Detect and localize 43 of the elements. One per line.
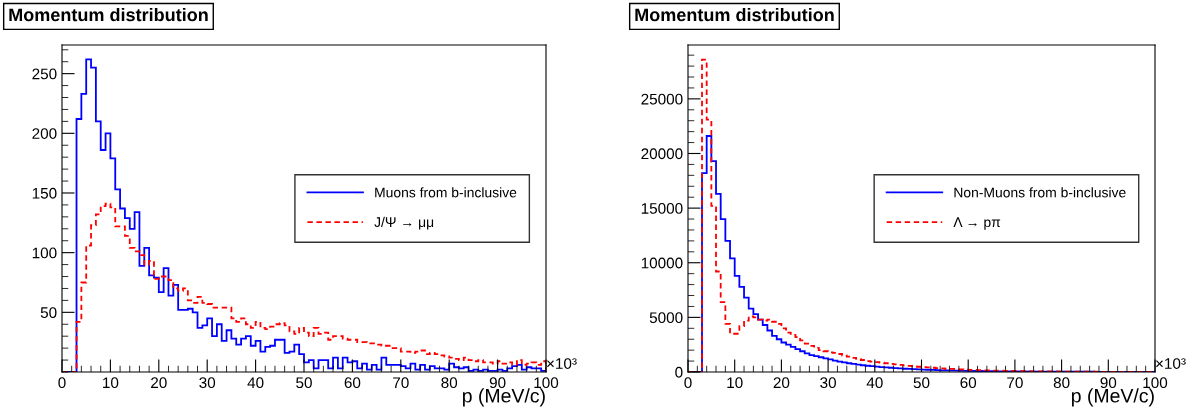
x-tick-label: 90	[489, 377, 506, 389]
x-tick-label: 50	[913, 377, 930, 389]
x-tick-label: 100	[534, 377, 559, 389]
y-tick-label: 100	[32, 247, 57, 259]
x-tick-label: 50	[296, 377, 312, 389]
x-tick-label: 30	[820, 377, 836, 389]
chart-title: Momentum distribution	[635, 8, 834, 22]
x-tick-label: 40	[247, 377, 264, 389]
y-tick-label: 5000	[649, 312, 683, 324]
legend-label: Λ → pπ	[953, 217, 1001, 230]
x-tick-label: 40	[866, 377, 883, 389]
y-tick-label: 150	[32, 187, 57, 199]
x-tick-label: 60	[960, 377, 977, 389]
y-tick-label: 25000	[641, 93, 683, 105]
x-tick-label: 70	[1007, 377, 1023, 389]
y-tick-label: 250	[32, 68, 57, 80]
x-tick-label: 20	[151, 377, 167, 389]
y-tick-label: 0	[675, 366, 683, 378]
legend-label: Muons from b-inclusive	[375, 187, 517, 198]
x-tick-label: 100	[1143, 377, 1168, 389]
x-tick-label: 90	[1100, 377, 1117, 389]
y-tick-label: 15000	[641, 202, 683, 214]
text: ×10³	[1156, 358, 1186, 369]
y-tick-label: 200	[32, 128, 57, 139]
x-tick-label: 10	[103, 377, 119, 389]
chart-title: Momentum distribution	[9, 8, 208, 22]
text: ×10³	[547, 358, 577, 369]
legend-label: J/Ψ → μμ	[374, 216, 434, 230]
x-tick-label: 0	[684, 377, 692, 389]
x-tick-label: 20	[773, 377, 790, 389]
y-tick-label: 10000	[641, 257, 683, 269]
x-axis-title: p (MeV/c)	[462, 388, 545, 407]
x-tick-label: 60	[344, 377, 361, 389]
legend-label: Non-Muons from b-inclusive	[954, 187, 1126, 198]
x-tick-label: 10	[727, 377, 743, 389]
x-tick-label: 80	[1053, 377, 1070, 389]
y-tick-label: 50	[40, 307, 57, 319]
y-tick-label: 20000	[641, 148, 683, 160]
x-axis-title: p (MeV/c)	[1071, 388, 1154, 407]
x-tick-label: 30	[199, 377, 216, 389]
x-tick-label: 70	[393, 377, 409, 389]
x-tick-label: 80	[441, 377, 458, 389]
x-tick-label: 0	[58, 377, 66, 389]
